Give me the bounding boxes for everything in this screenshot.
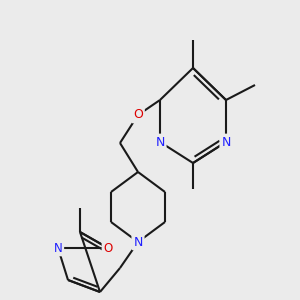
Text: N: N — [133, 236, 143, 248]
Text: N: N — [155, 136, 165, 148]
Text: N: N — [54, 242, 62, 254]
Text: O: O — [133, 109, 143, 122]
Text: O: O — [103, 242, 112, 254]
Text: N: N — [221, 136, 231, 148]
